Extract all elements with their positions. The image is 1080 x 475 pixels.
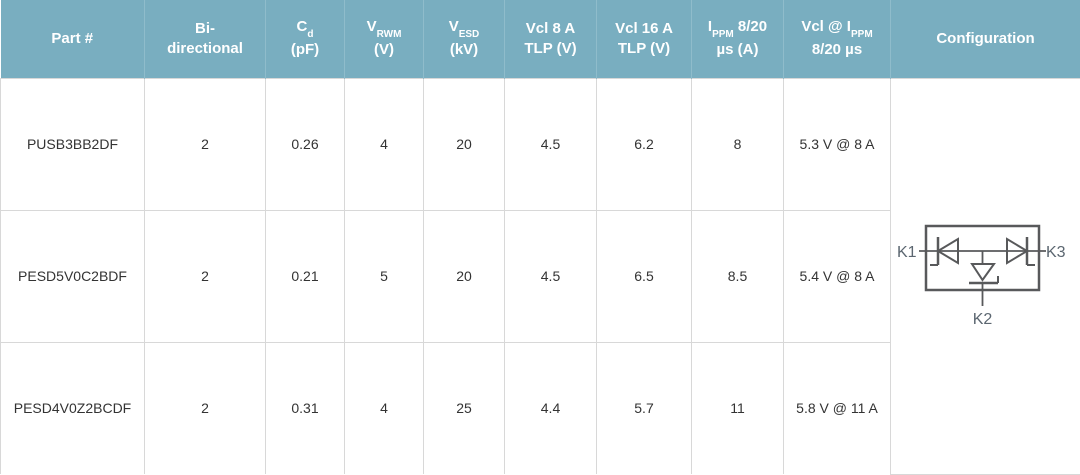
svg-text:K2: K2 bbox=[973, 311, 993, 328]
svg-text:K1: K1 bbox=[897, 244, 917, 261]
svg-text:K3: K3 bbox=[1046, 244, 1066, 261]
